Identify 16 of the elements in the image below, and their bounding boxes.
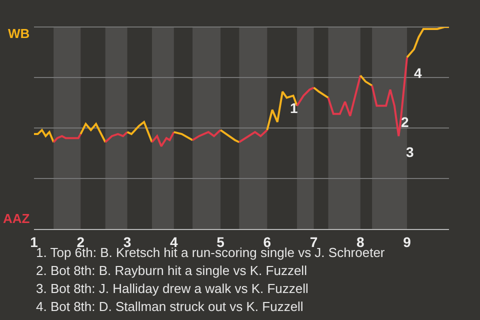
annotation: 2 [401,114,409,130]
x-tick-label: 6 [263,234,272,250]
annotation: 1 [290,100,298,116]
annotation: 4 [414,65,422,81]
x-tick-label: 3 [123,234,132,250]
text: 3. Bot 8th: J. Halliday drew a walk vs K. Fuzzell [36,281,308,296]
x-tick-label: 9 [403,234,412,250]
x-tick-label: 1 [30,234,38,250]
annotation: 3 [406,144,414,160]
text: 2. Bot 8th: B. Rayburn hit a single vs K. Fuzzell [36,263,308,278]
x-tick-label: 5 [216,234,225,250]
text: AAZ [3,211,30,226]
x-tick-label: 7 [310,234,318,250]
text: WB [8,26,30,41]
x-tick-label: 8 [356,234,364,250]
text: 4. Bot 8th: D. Stallman struck out vs K. Fuzzell [36,299,304,314]
